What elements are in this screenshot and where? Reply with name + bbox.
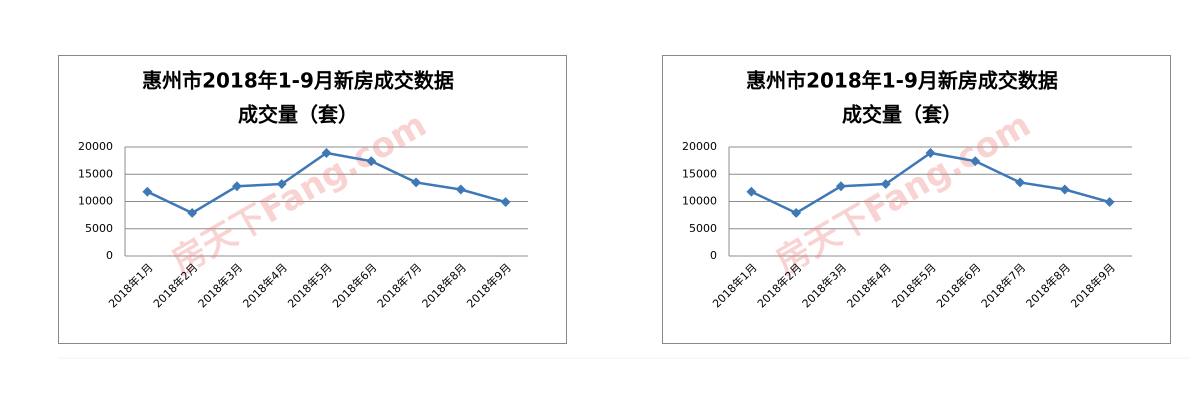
chart-frame bbox=[662, 55, 1171, 344]
chart-title: 惠州市2018年1-9月新房成交数据 bbox=[746, 69, 1058, 93]
y-tick-label: 15000 bbox=[682, 167, 717, 180]
marker bbox=[231, 181, 242, 192]
chart-subtitle: 成交量（套） bbox=[238, 103, 358, 127]
marker bbox=[746, 186, 757, 197]
chart-subtitle: 成交量（套） bbox=[842, 103, 962, 127]
marker bbox=[187, 207, 198, 218]
marker bbox=[1104, 197, 1115, 207]
marker bbox=[1015, 177, 1026, 188]
y-tick-label: 10000 bbox=[682, 195, 717, 208]
y-tick-label: 5000 bbox=[85, 222, 113, 235]
y-tick-label: 0 bbox=[710, 249, 717, 262]
chart-frame bbox=[58, 55, 567, 344]
y-tick-label: 15000 bbox=[78, 167, 113, 180]
marker bbox=[142, 186, 153, 197]
marker bbox=[970, 156, 981, 167]
marker bbox=[455, 184, 466, 195]
y-tick-label: 5000 bbox=[689, 222, 717, 235]
marker bbox=[276, 179, 287, 190]
marker bbox=[500, 197, 511, 207]
marker bbox=[411, 177, 422, 188]
y-tick-label: 20000 bbox=[78, 140, 113, 153]
marker bbox=[321, 148, 332, 158]
y-tick-label: 0 bbox=[106, 249, 113, 262]
marker bbox=[1059, 184, 1070, 195]
chart-title: 惠州市2018年1-9月新房成交数据 bbox=[142, 69, 454, 93]
y-tick-label: 20000 bbox=[682, 140, 717, 153]
marker bbox=[366, 156, 377, 167]
marker bbox=[925, 148, 936, 158]
y-tick-label: 10000 bbox=[78, 195, 113, 208]
marker bbox=[880, 179, 891, 190]
